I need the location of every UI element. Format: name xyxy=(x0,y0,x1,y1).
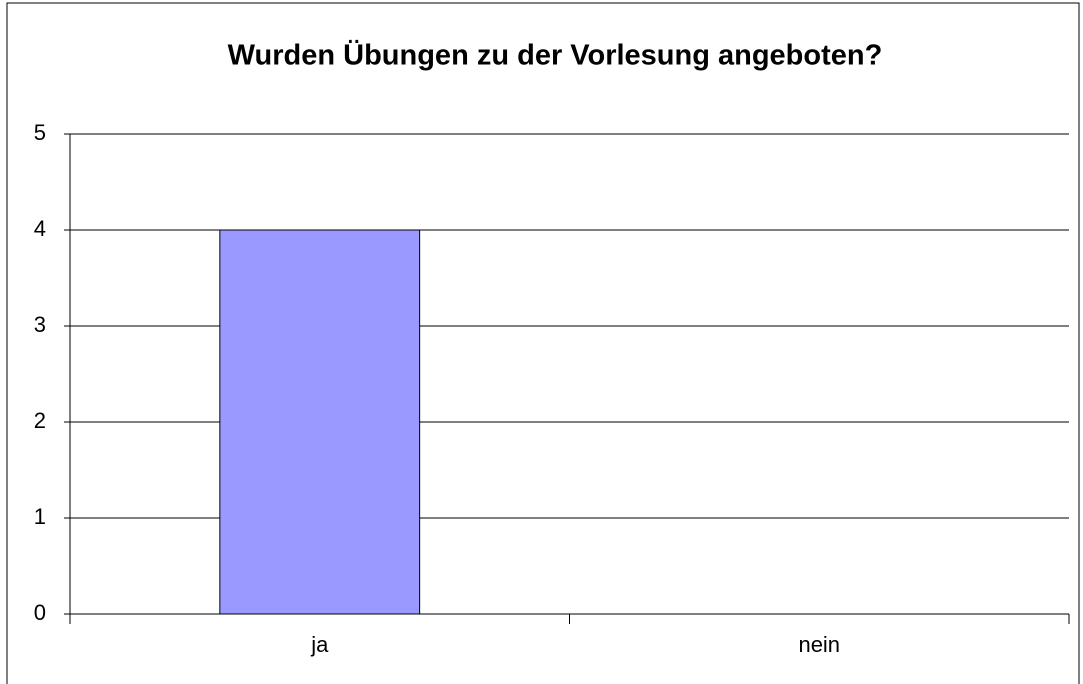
y-tick-label: 5 xyxy=(34,120,46,145)
chart-title: Wurden Übungen zu der Vorlesung angebote… xyxy=(228,39,883,72)
chart-frame xyxy=(6,2,1080,684)
y-tick-label: 1 xyxy=(34,504,46,529)
bar xyxy=(219,229,421,615)
x-tick-label: ja xyxy=(310,632,329,657)
x-tick-label: nein xyxy=(798,632,840,657)
y-tick-label: 0 xyxy=(34,600,46,625)
y-tick-label: 4 xyxy=(34,216,46,241)
y-tick-label: 2 xyxy=(34,408,46,433)
y-tick-label: 3 xyxy=(34,312,46,337)
